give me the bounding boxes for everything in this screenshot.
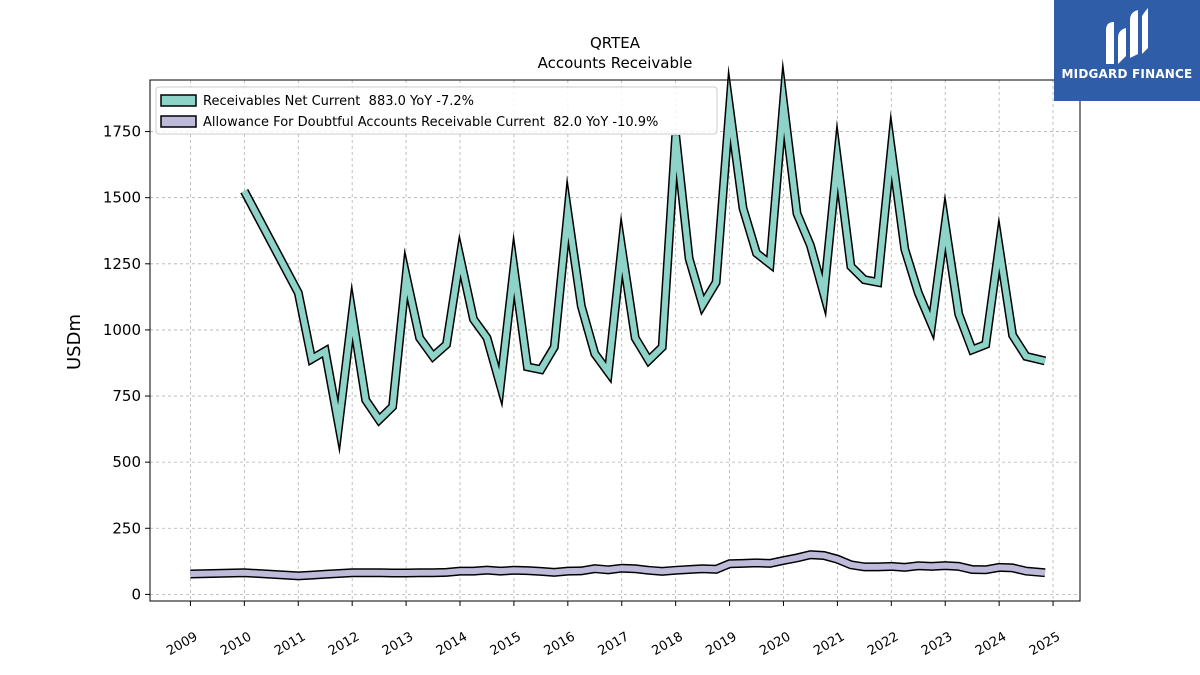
legend-label-receivables: Receivables Net Current 883.0 YoY -7.2% xyxy=(203,94,474,109)
x-tick-label: 2025 xyxy=(1027,629,1063,659)
x-tick-label: 2019 xyxy=(703,629,739,659)
x-tick-label: 2017 xyxy=(596,629,632,659)
legend-label-allowance: Allowance For Doubtful Accounts Receivab… xyxy=(203,115,658,130)
logo-text: MIDGARD FINANCE xyxy=(1061,67,1193,81)
series-layer xyxy=(190,58,1047,581)
y-tick-label: 1000 xyxy=(103,321,141,339)
logo-mark-icon xyxy=(1106,8,1148,64)
legend: Receivables Net Current 883.0 YoY -7.2% … xyxy=(155,86,718,135)
y-tick-label: 250 xyxy=(112,519,141,537)
plot-area-frame xyxy=(149,79,1081,602)
y-tick-label: 0 xyxy=(131,585,141,603)
x-tick-label: 2021 xyxy=(811,629,847,659)
x-tick-label: 2009 xyxy=(164,629,200,659)
x-tick-label: 2020 xyxy=(757,629,793,659)
x-tick-label: 2018 xyxy=(649,629,685,659)
x-tick-label: 2022 xyxy=(865,629,901,659)
y-tick-label: 500 xyxy=(112,453,141,471)
x-tick-label: 2015 xyxy=(488,629,524,659)
x-axis-ticks: 2009 2010 2011 2012 2013 2014 2015 2016 2017 2018… xyxy=(164,601,1063,659)
y-axis-label: USDm xyxy=(64,314,85,370)
chart-title: QRTEA xyxy=(590,34,641,52)
chart-subtitle: Accounts Receivable xyxy=(538,54,693,72)
legend-swatch-allowance xyxy=(160,115,197,128)
midgard-finance-logo: MIDGARD FINANCE xyxy=(1054,0,1200,101)
y-tick-label: 750 xyxy=(112,387,141,405)
y-axis-ticks: 0 250 500 750 1000 1250 1500 1750 xyxy=(103,123,150,603)
x-tick-label: 2011 xyxy=(272,629,308,659)
x-tick-label: 2012 xyxy=(326,629,362,659)
y-tick-label: 1500 xyxy=(103,189,141,207)
x-tick-label: 2013 xyxy=(380,629,416,659)
x-tick-label: 2023 xyxy=(919,629,955,659)
series-receivables-net-current-line xyxy=(241,73,1046,446)
x-tick-label: 2016 xyxy=(542,629,578,659)
x-tick-label: 2014 xyxy=(434,629,470,659)
y-tick-label: 1750 xyxy=(103,123,141,141)
x-tick-label: 2024 xyxy=(973,629,1009,659)
series-allowance-doubtful-accounts-line xyxy=(190,551,1046,579)
y-tick-label: 1250 xyxy=(103,255,141,273)
legend-swatch-receivables xyxy=(160,94,197,107)
x-tick-label: 2010 xyxy=(218,629,254,659)
legend-box xyxy=(155,86,718,135)
